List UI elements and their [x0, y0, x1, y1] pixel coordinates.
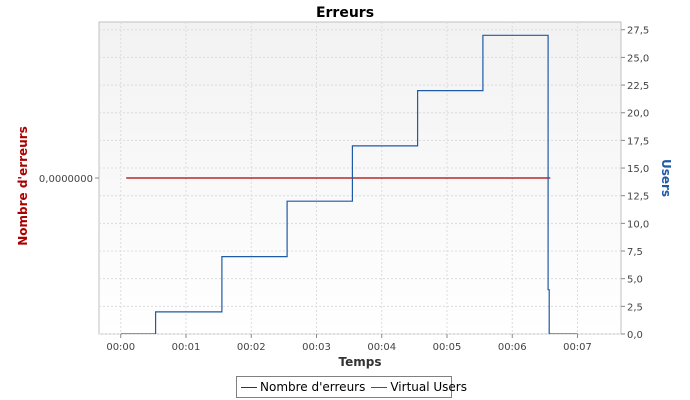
grid: [99, 22, 621, 335]
x-tick-label: 00:05: [433, 342, 462, 353]
y-right-tick-label: 20,0: [627, 109, 649, 120]
x-axis-label: Temps: [339, 355, 382, 369]
x-tick-label: 00:04: [367, 342, 396, 353]
legend-swatch-errors: [241, 386, 257, 388]
y-right-tick-label: 25,0: [627, 53, 649, 64]
y-right-tick-label: 27,5: [627, 26, 649, 37]
y-right-tick-label: 5,0: [627, 275, 643, 286]
legend-swatch-users: [371, 386, 388, 388]
y-axis-right-label: Users: [659, 159, 673, 197]
y-axis-left-label: Nombre d'erreurs: [16, 126, 30, 246]
legend-label-users: Virtual Users: [390, 380, 467, 394]
y-right-tick-label: 7,5: [627, 247, 643, 258]
y-right-tick-label: 2,5: [627, 302, 643, 313]
virtual-users-series-line: [120, 34, 578, 334]
x-tick-label: 00:03: [302, 342, 331, 353]
legend-label-errors: Nombre d'erreurs: [260, 380, 366, 394]
legend-item-users: Virtual Users: [371, 380, 467, 394]
series: [120, 34, 578, 334]
y-right-tick-label: 15,0: [627, 164, 649, 175]
y-right-tick-label: 10,0: [627, 219, 649, 230]
y-right-tick-label: 0,0: [627, 330, 643, 341]
x-tick-label: 00:01: [172, 342, 201, 353]
y-right-tick-label: 17,5: [627, 136, 649, 147]
x-tick-label: 00:00: [106, 342, 135, 353]
x-tick-label: 00:06: [498, 342, 527, 353]
axes: 00:00 00:01 00:02 00:03 00:04 00:05 00:06 00:07…: [39, 26, 649, 353]
x-tick-label: 00:02: [237, 342, 266, 353]
y-right-tick-label: 12,5: [627, 192, 649, 203]
legend-item-errors: Nombre d'erreurs: [241, 380, 365, 394]
x-tick-label: 00:07: [563, 342, 592, 353]
y-left-tick-label: 0,0000000: [39, 174, 93, 185]
y-right-tick-label: 22,5: [627, 81, 649, 92]
chart-title: Erreurs: [316, 5, 374, 21]
legend: Nombre d'erreurs Virtual Users: [236, 376, 467, 398]
